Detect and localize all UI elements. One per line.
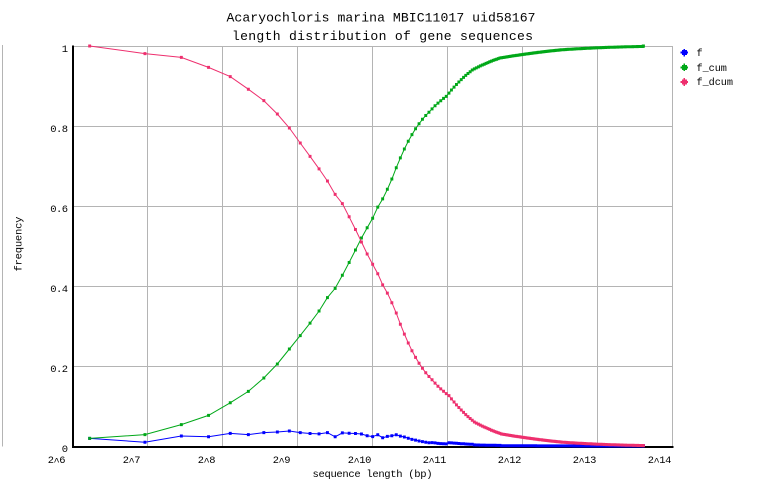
svg-text:sequence length (bp): sequence length (bp) [313,469,433,481]
svg-text:0.2: 0.2 [50,364,68,376]
svg-text:length distribution of gene se: length distribution of gene sequences [232,29,533,44]
svg-text:2^10: 2^10 [348,455,371,468]
svg-text:2^6: 2^6 [48,455,66,468]
svg-text:2^8: 2^8 [198,455,216,468]
svg-text:frequency: frequency [14,217,26,272]
svg-text:2^9: 2^9 [273,455,291,468]
svg-text:f: f [697,48,703,60]
svg-text:0: 0 [62,444,68,456]
svg-text:f_dcum: f_dcum [697,77,734,89]
svg-text:0.6: 0.6 [50,204,68,216]
svg-text:2^7: 2^7 [123,455,141,468]
svg-text:0.8: 0.8 [50,124,68,136]
svg-text:1: 1 [62,44,68,56]
svg-text:2^14: 2^14 [648,455,671,468]
svg-text:Acaryochloris marina MBIC11017: Acaryochloris marina MBIC11017 uid58167 [227,11,536,26]
svg-text:2^13: 2^13 [573,455,596,468]
svg-text:f_cum: f_cum [697,63,727,75]
svg-text:0.4: 0.4 [50,284,68,296]
svg-text:2^11: 2^11 [423,455,446,468]
svg-text:2^12: 2^12 [498,455,521,468]
